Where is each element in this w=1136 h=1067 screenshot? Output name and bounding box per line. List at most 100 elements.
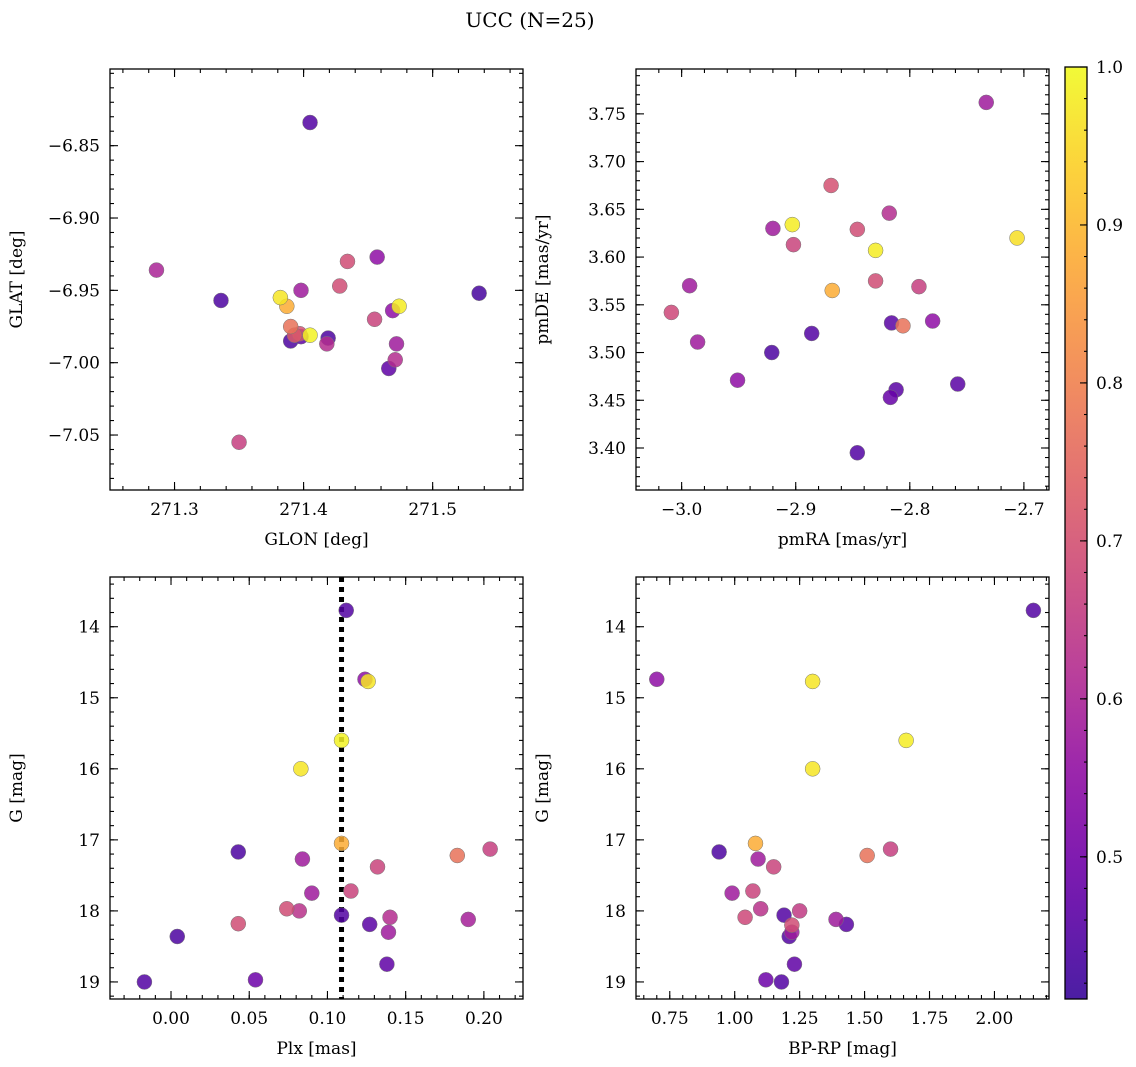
data-point	[849, 221, 866, 238]
data-point	[279, 901, 295, 917]
data-point	[471, 285, 487, 301]
data-point	[663, 304, 680, 321]
data-point	[849, 445, 866, 461]
y-tick-label: −6.90	[48, 209, 100, 229]
data-point	[361, 916, 378, 933]
y-tick-label: 15	[78, 689, 100, 709]
colorbar: 0.5 0.6 0.7 0.8 0.9 1.0	[1064, 58, 1123, 1000]
data-point	[724, 885, 740, 901]
y-tick-label: 3.75	[588, 105, 626, 125]
data-point	[949, 376, 966, 392]
x-tick-label: 0.00	[152, 1009, 190, 1029]
data-point	[302, 327, 318, 343]
data-point	[230, 844, 247, 860]
data-point	[1009, 230, 1025, 246]
data-point	[689, 334, 706, 350]
scatter-points	[148, 114, 487, 451]
data-point	[924, 313, 941, 329]
data-point	[804, 761, 821, 777]
scatter-points	[663, 94, 1025, 461]
data-point	[391, 298, 407, 315]
data-point	[765, 859, 782, 875]
data-point	[380, 924, 397, 940]
data-point	[338, 602, 354, 619]
x-tick-label: 0.20	[465, 1009, 503, 1029]
x-axis-label: Plx [mas]	[276, 1039, 356, 1059]
x-tick-label: 0.05	[230, 1009, 268, 1029]
y-axis-label: G [mag]	[7, 753, 27, 822]
x-tick-label: 1.00	[716, 1009, 754, 1029]
colorbar-tick-label: 0.5	[1096, 848, 1123, 868]
colorbar-tick-label: 1.0	[1096, 58, 1123, 78]
colorbar-frame	[1064, 66, 1088, 1000]
x-axis-label: GLON [deg]	[264, 530, 368, 550]
data-point	[319, 336, 335, 352]
y-tick-label: 18	[78, 902, 100, 922]
colorbar-gradient	[1065, 67, 1087, 999]
panel-4: 0.75 1.00 1.25 1.50 1.75 2.00 14 15 16 17 18 19 BP-R…	[533, 576, 1050, 1059]
data-point	[784, 917, 800, 933]
y-tick-label: −6.95	[48, 281, 100, 301]
x-tick-label: −3.0	[661, 500, 702, 520]
data-point	[369, 859, 386, 875]
figure-title: UCC (N=25)	[465, 8, 594, 32]
y-tick-label: 14	[604, 618, 626, 638]
data-point	[786, 956, 803, 972]
y-tick-label: 16	[604, 760, 626, 780]
colorbar-tick-label: 0.8	[1096, 374, 1123, 394]
y-tick-label: 15	[604, 689, 626, 709]
data-point	[737, 909, 753, 926]
data-point	[333, 732, 350, 749]
data-point	[293, 761, 309, 777]
colorbar-tick-label: 0.6	[1096, 690, 1123, 710]
x-tick-label: −2.9	[775, 500, 816, 520]
data-point	[247, 972, 264, 988]
y-tick-label: 17	[604, 831, 626, 851]
data-point	[231, 434, 247, 451]
data-point	[343, 883, 359, 899]
data-point	[859, 847, 875, 864]
data-point	[773, 974, 790, 990]
y-axis-label: G [mag]	[533, 753, 553, 822]
data-point	[382, 909, 398, 926]
data-point	[791, 903, 808, 919]
y-tick-label: 19	[78, 973, 100, 993]
axes-frame	[635, 68, 1050, 491]
x-tick-label: 1.75	[911, 1009, 949, 1029]
x-tick-label: −2.8	[889, 500, 930, 520]
data-point	[148, 262, 165, 278]
data-point	[460, 911, 476, 928]
scatter-points	[649, 602, 1042, 990]
data-point	[750, 851, 766, 867]
data-point	[293, 282, 309, 299]
data-point	[387, 352, 403, 368]
panel-3: 0.00 0.05 0.10 0.15 0.20 14 15 16 17 18 19 Plx [mas…	[7, 576, 524, 1059]
data-point	[213, 292, 229, 309]
y-axis-label: GLAT [deg]	[7, 230, 27, 328]
data-point	[867, 273, 884, 289]
data-point	[333, 907, 350, 923]
y-tick-label: 3.60	[588, 248, 626, 268]
data-point	[785, 236, 802, 253]
minor-ticks	[636, 577, 1049, 999]
data-point	[803, 325, 820, 342]
data-point	[482, 841, 498, 857]
data-point	[369, 249, 385, 265]
data-point	[747, 835, 764, 852]
data-point	[366, 311, 383, 328]
axes-frame	[109, 576, 524, 1000]
data-point	[360, 673, 376, 690]
y-axis-label: pmDE [mas/yr]	[533, 214, 553, 344]
x-tick-label: 0.15	[387, 1009, 425, 1029]
x-tick-label: 0.10	[309, 1009, 347, 1029]
minor-ticks	[110, 69, 523, 490]
data-point	[136, 974, 153, 990]
axes-frame	[109, 68, 524, 491]
y-tick-label: −6.85	[48, 137, 100, 157]
data-point	[1025, 602, 1042, 619]
x-tick-label: 271.3	[150, 500, 199, 520]
data-point	[758, 972, 774, 988]
data-point	[804, 673, 821, 690]
data-point	[752, 901, 769, 917]
